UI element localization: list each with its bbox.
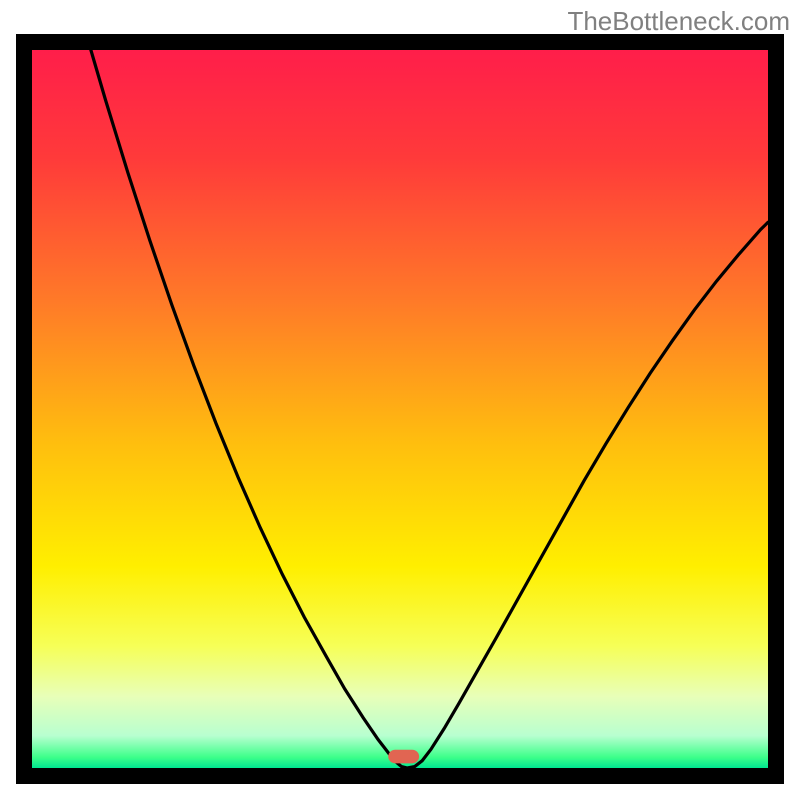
watermark-text: TheBottleneck.com — [567, 6, 790, 37]
plot-area — [16, 34, 784, 784]
chart-container: TheBottleneck.com — [0, 0, 800, 800]
plot-svg — [32, 50, 768, 768]
optimum-marker — [388, 750, 419, 764]
gradient-background — [32, 50, 768, 768]
